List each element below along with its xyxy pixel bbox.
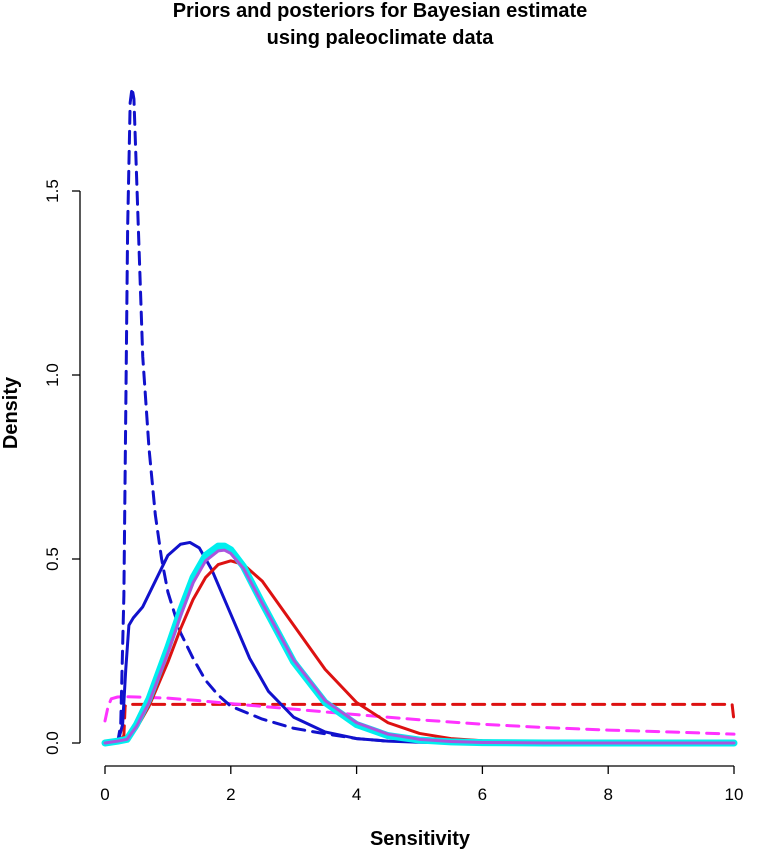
series-layer: [101, 86, 738, 747]
y-axis: 0.0 0.5 1.0 1.5: [43, 179, 81, 755]
y-tick-label: 1.5: [43, 179, 62, 203]
y-tick-label: 0.0: [43, 731, 62, 755]
series-line-3: [116, 86, 390, 745]
chart-title-line-1: Priors and posteriors for Bayesian estim…: [173, 0, 588, 22]
x-axis-label: Sensitivity: [370, 828, 471, 850]
x-axis: 0 2 4 6 8 10: [100, 765, 744, 804]
y-tick-label: 0.5: [43, 547, 62, 571]
x-tick-label: 0: [100, 785, 109, 804]
chart-title: Priors and posteriors for Bayesian estim…: [173, 0, 588, 49]
series-line-7: [103, 548, 736, 745]
x-tick-label: 4: [352, 785, 361, 804]
x-tick-label: 2: [226, 785, 235, 804]
x-tick-label: 6: [478, 785, 487, 804]
y-tick-label: 1.0: [43, 363, 62, 387]
series-line-6: [101, 542, 738, 747]
x-tick-label: 8: [603, 785, 612, 804]
series-line-2: [103, 695, 736, 736]
series-line-5: [103, 559, 736, 745]
x-tick-label: 10: [725, 785, 744, 804]
y-axis-label: Density: [0, 376, 22, 449]
chart-title-line-2: using paleoclimate data: [267, 27, 495, 49]
